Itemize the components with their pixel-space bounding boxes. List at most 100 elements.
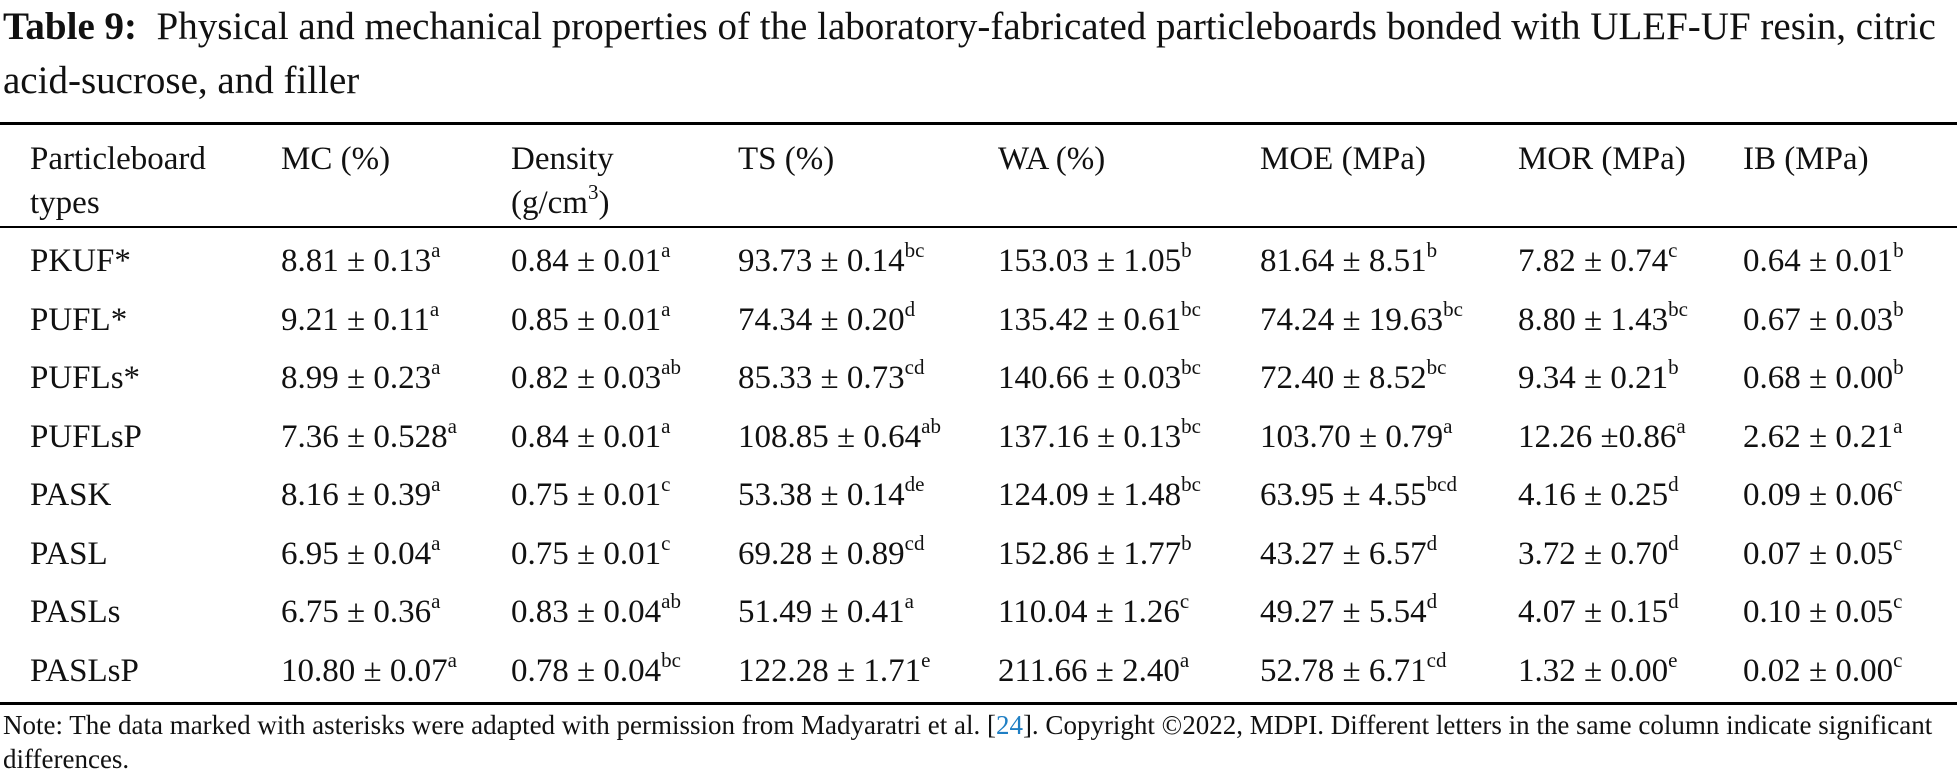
significance-letter: a <box>661 296 671 321</box>
significance-letter: a <box>1893 413 1903 438</box>
note-text-end: ]. Copyright ©2022, MDPI. Different lett… <box>3 710 1933 774</box>
significance-letter: bc <box>1426 355 1447 379</box>
significance-letter: a <box>431 355 441 379</box>
table-cell: 6.95 ± 0.04a <box>281 531 440 579</box>
cell-value: 43.27 ± 6.57 <box>1260 535 1427 572</box>
table-cell: 3.72 ± 0.70d <box>1518 531 1679 579</box>
cell-value: 137.16 ± 0.13 <box>998 418 1182 455</box>
cell-value: 7.82 ± 0.74 <box>1518 243 1669 279</box>
cell-value: 0.07 ± 0.05 <box>1743 535 1894 572</box>
header-moe: MOE (MPa) <box>1260 137 1426 181</box>
significance-letter: d <box>1426 530 1438 555</box>
cell-value: 0.75 ± 0.01 <box>511 535 662 572</box>
table-cell: 8.99 ± 0.23a <box>281 355 441 403</box>
cell-value: 2.62 ± 0.21 <box>1743 418 1894 455</box>
significance-letter: a <box>431 238 441 262</box>
caption-text: Physical and mechanical properties of th… <box>3 5 1936 102</box>
cell-value: 124.09 ± 1.48 <box>998 477 1182 513</box>
table-cell: 9.21 ± 0.11a <box>281 297 439 345</box>
cell-value: 135.42 ± 0.61 <box>998 301 1182 338</box>
bottom-rule <box>0 702 1957 705</box>
significance-letter: c <box>661 472 671 496</box>
table-cell: 152.86 ± 1.77b <box>998 530 1192 579</box>
significance-letter: bc <box>1181 413 1201 438</box>
table-cell: 2.62 ± 0.21a <box>1743 413 1903 462</box>
significance-letter: a <box>431 472 441 496</box>
cell-value: 0.83 ± 0.04 <box>511 594 662 630</box>
table-cell: 8.81 ± 0.13a <box>281 238 441 286</box>
cell-value: 85.33 ± 0.73 <box>738 360 905 396</box>
table-cell: 1.32 ± 0.00e <box>1518 648 1677 696</box>
table-cell: 135.42 ± 0.61bc <box>998 297 1201 345</box>
header-density: Density (g/cm3) <box>511 137 614 228</box>
table-cell: 4.07 ± 0.15d <box>1518 589 1679 637</box>
significance-letter: e <box>921 647 931 672</box>
significance-letter: de <box>904 472 925 496</box>
table-cell: 0.75 ± 0.01c <box>511 531 670 579</box>
significance-letter: bc <box>1181 355 1201 379</box>
cell-value: 51.49 ± 0.41 <box>738 594 905 630</box>
cell-value: 12.26 ±0.86 <box>1518 418 1677 455</box>
significance-letter: b <box>1181 238 1192 262</box>
table-cell: 8.80 ± 1.43bc <box>1518 296 1688 345</box>
table-cell: 63.95 ± 4.55bcd <box>1260 472 1457 520</box>
significance-letter: a <box>447 647 457 672</box>
table-cell: 122.28 ± 1.71e <box>738 647 931 696</box>
cell-value: 7.36 ± 0.528 <box>281 418 448 455</box>
significance-letter: bcd <box>1426 472 1457 496</box>
cell-value: 1.32 ± 0.00 <box>1518 652 1669 689</box>
significance-letter: d <box>1426 589 1438 613</box>
header-particleboard-types: Particleboard types <box>30 137 206 225</box>
cell-value: 0.85 ± 0.01 <box>511 301 662 338</box>
significance-letter: bc <box>1668 296 1688 321</box>
table-cell: 0.82 ± 0.03ab <box>511 355 681 403</box>
table-cell: 74.34 ± 0.20d <box>738 297 915 345</box>
significance-letter: a <box>904 589 914 613</box>
significance-letter: ab <box>661 589 681 613</box>
table-cell: 43.27 ± 6.57d <box>1260 530 1438 579</box>
significance-letter: b <box>1181 530 1192 555</box>
significance-letter: d <box>1668 472 1679 496</box>
table-cell: 0.83 ± 0.04ab <box>511 589 681 637</box>
header-rule <box>0 226 1957 228</box>
row-type-label: PASK <box>30 477 112 513</box>
header-line: TS (%) <box>738 141 835 177</box>
cell-value: 0.64 ± 0.01 <box>1743 243 1894 279</box>
cell-value: 49.27 ± 5.54 <box>1260 594 1427 630</box>
table-cell: 53.38 ± 0.14de <box>738 472 925 520</box>
table-note: Note: The data marked with asterisks wer… <box>3 708 1953 776</box>
significance-letter: bc <box>661 647 681 672</box>
cell-value: 110.04 ± 1.26 <box>998 594 1180 630</box>
significance-letter: bc <box>1181 472 1201 496</box>
header-unit: (g/cm <box>511 185 588 221</box>
significance-letter: c <box>1893 589 1903 613</box>
header-line: Density <box>511 141 614 177</box>
row-type-label: PUFL* <box>30 301 128 338</box>
reference-link[interactable]: 24 <box>995 710 1023 740</box>
significance-letter: b <box>1426 238 1438 262</box>
note-text: Note: The data marked with asterisks wer… <box>3 710 996 740</box>
significance-letter: cd <box>904 355 925 379</box>
cell-value: 103.70 ± 0.79 <box>1260 418 1444 455</box>
cell-value: 4.16 ± 0.25 <box>1518 477 1669 513</box>
significance-letter: a <box>431 589 441 613</box>
row-type-label: PUFLsP <box>30 418 142 455</box>
header-wa: WA (%) <box>998 137 1105 181</box>
cell-value: 0.75 ± 0.01 <box>511 477 662 513</box>
cell-value: 74.24 ± 19.63 <box>1260 301 1444 338</box>
table-cell: 10.80 ± 0.07a <box>281 647 457 696</box>
header-line: (g/cm3) <box>511 180 614 228</box>
header-mor: MOR (MPa) <box>1518 137 1686 181</box>
header-line: MC (%) <box>281 141 391 177</box>
significance-letter: a <box>661 413 671 438</box>
table-cell: 8.16 ± 0.39a <box>281 472 441 520</box>
cell-value: 93.73 ± 0.14 <box>738 243 905 279</box>
table-cell: 108.85 ± 0.64ab <box>738 414 941 462</box>
cell-value: 0.02 ± 0.00 <box>1743 652 1894 689</box>
table-cell: 49.27 ± 5.54d <box>1260 589 1438 637</box>
significance-letter: a <box>1676 413 1686 438</box>
table-cell: 0.84 ± 0.01a <box>511 238 670 286</box>
significance-letter: d <box>1668 589 1679 613</box>
significance-letter: c <box>1893 647 1903 672</box>
table-cell: 0.10 ± 0.05c <box>1743 589 1903 637</box>
